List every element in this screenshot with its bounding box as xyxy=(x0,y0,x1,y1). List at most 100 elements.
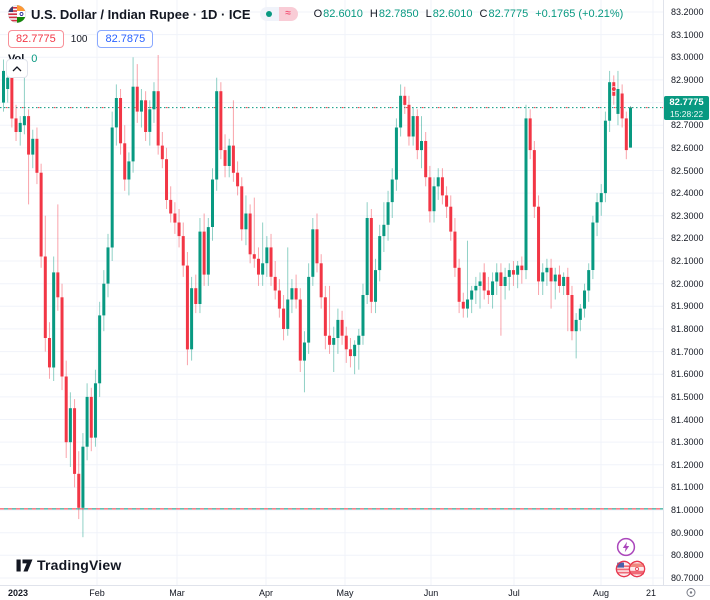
price-axis-label: 82.3000 xyxy=(671,210,704,221)
candle-body xyxy=(583,290,587,309)
candle-body xyxy=(2,70,5,103)
candle-body xyxy=(620,93,624,119)
quantity-label: 100 xyxy=(70,33,88,45)
tradingview-mark-icon xyxy=(16,559,33,571)
price-axis-label: 81.7000 xyxy=(671,346,704,357)
time-axis-label: Mar xyxy=(169,588,185,598)
candle-body xyxy=(328,335,332,345)
candle-body xyxy=(290,288,294,300)
price-axis-label: 80.9000 xyxy=(671,527,704,538)
candle-body xyxy=(52,272,56,368)
candle-body xyxy=(449,206,453,232)
tradingview-logo[interactable]: TradingView xyxy=(16,557,121,573)
candle-body xyxy=(265,247,269,264)
candle-body xyxy=(248,213,252,255)
candle-body xyxy=(624,118,628,151)
chart-corner-widgets[interactable] xyxy=(614,536,658,580)
time-axis-label: Jul xyxy=(508,588,520,598)
last-price-tag[interactable]: 82.7775 15:28:22 xyxy=(664,96,709,120)
price-axis-label: 82.4000 xyxy=(671,188,704,199)
candle-body xyxy=(499,272,503,286)
price-axis-label: 81.4000 xyxy=(671,414,704,425)
candle-body xyxy=(68,408,72,443)
chevron-up-icon xyxy=(12,65,22,71)
symbol-title[interactable]: U.S. Dollar / Indian Rupee · 1D · ICE xyxy=(31,6,251,22)
candle-body xyxy=(386,202,390,225)
candle-body xyxy=(89,396,93,438)
candle-body xyxy=(81,446,85,508)
candle-body xyxy=(18,122,22,132)
candle-body xyxy=(407,104,411,137)
candle-body xyxy=(470,290,474,300)
candle-body xyxy=(206,227,210,275)
candle-body xyxy=(77,473,81,508)
open-label: O xyxy=(313,8,323,20)
price-axis-label: 82.1000 xyxy=(671,256,704,266)
market-status-pill[interactable]: ≈ xyxy=(259,7,298,21)
candle-body xyxy=(461,301,465,309)
price-axis-label: 80.7000 xyxy=(671,573,704,583)
candle-body xyxy=(60,297,64,377)
expand-pane-button[interactable] xyxy=(6,59,28,78)
candle-body xyxy=(56,272,60,298)
candle-body xyxy=(282,308,286,329)
candle-body xyxy=(574,319,578,332)
candle-body xyxy=(127,161,131,180)
price-axis-label: 83.2000 xyxy=(671,7,704,17)
price-axis-label: 81.0000 xyxy=(671,505,704,516)
price-axis-label: 81.5000 xyxy=(671,391,704,402)
candle-body xyxy=(545,267,549,273)
candle-body xyxy=(511,270,515,275)
candle-body xyxy=(616,89,620,114)
candle-body xyxy=(135,86,139,112)
candle-body xyxy=(144,100,148,132)
time-axis-label: 2023 xyxy=(8,588,29,598)
candle-body xyxy=(382,224,386,237)
candle-body xyxy=(244,213,248,230)
candle-body xyxy=(411,116,415,137)
tradingview-logo-text: TradingView xyxy=(37,557,122,573)
candle-body xyxy=(6,77,10,89)
candle-body xyxy=(374,270,378,302)
time-axis[interactable]: 2023 Feb Mar Apr May Jun Jul Aug 21 xyxy=(0,585,710,600)
candle-body xyxy=(123,143,127,180)
close-value: 82.7775 xyxy=(488,8,529,20)
candle-body xyxy=(503,276,507,286)
candle-body xyxy=(361,295,365,336)
candle-body xyxy=(106,247,110,284)
candle-body xyxy=(311,229,315,277)
candle-body xyxy=(73,408,77,474)
order-marker-icon[interactable] xyxy=(610,86,617,92)
candle-body xyxy=(240,186,244,230)
time-axis-label: May xyxy=(336,588,354,598)
candle-body xyxy=(256,258,260,275)
time-axis-label: Aug xyxy=(592,588,610,598)
price-axis-label: 82.5000 xyxy=(671,165,704,176)
candle-body xyxy=(156,91,160,146)
price-axis[interactable]: 83.200083.100083.000082.900082.800082.70… xyxy=(663,0,710,585)
target-icon[interactable] xyxy=(684,586,698,599)
candle-body xyxy=(491,281,495,295)
candle-body xyxy=(399,95,403,128)
candle-body xyxy=(562,276,566,286)
buy-price-box[interactable]: 82.7875 xyxy=(97,30,154,48)
candle-body xyxy=(152,91,156,110)
bar-countdown: 15:28:22 xyxy=(669,109,704,119)
price-axis-label: 83.0000 xyxy=(671,52,704,63)
candle-body xyxy=(478,281,482,286)
price-axis-label: 81.6000 xyxy=(671,369,704,380)
candle-body xyxy=(557,274,561,286)
price-axis-label: 82.7000 xyxy=(671,120,704,131)
candle-body xyxy=(520,265,524,271)
sell-price-box[interactable]: 82.7775 xyxy=(8,30,64,48)
candle-body xyxy=(22,116,26,126)
high-value: 82.7850 xyxy=(378,8,419,20)
candle-body xyxy=(227,145,231,166)
candle-body xyxy=(277,290,281,309)
candle-body xyxy=(537,206,541,282)
candle-body xyxy=(507,270,511,277)
candle-body xyxy=(365,218,369,295)
candle-body xyxy=(369,218,373,302)
